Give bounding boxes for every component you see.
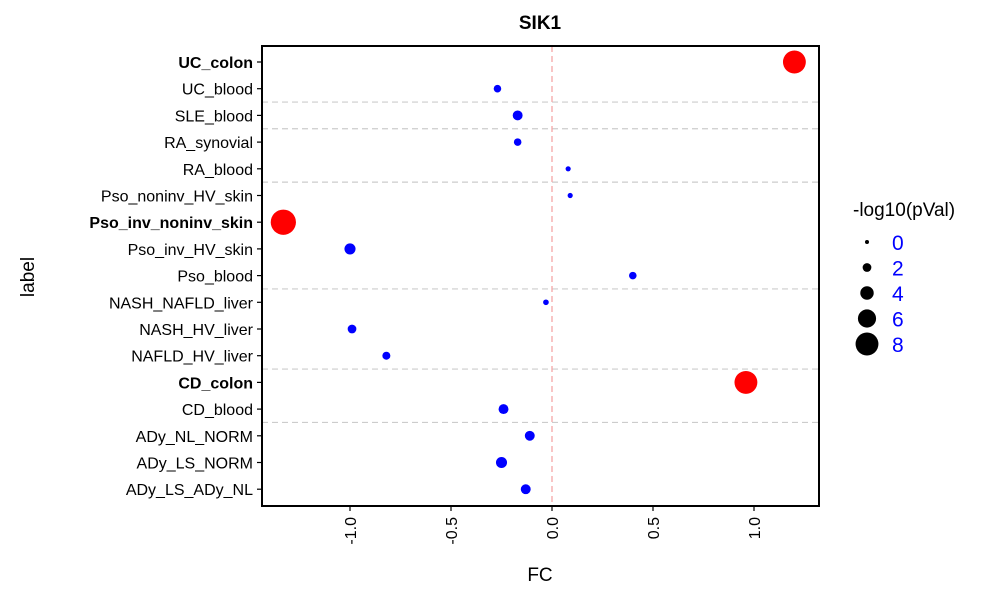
legend-title: -log10(pVal) bbox=[853, 200, 955, 221]
data-point bbox=[513, 138, 522, 146]
y-tick-label: RA_blood bbox=[183, 162, 253, 179]
legend-entry-label: 8 bbox=[892, 334, 904, 357]
y-axis-label: label bbox=[18, 257, 39, 297]
y-tick-label: RA_synovial bbox=[164, 135, 253, 152]
legend-key-dot bbox=[855, 332, 879, 356]
y-tick-label: NAFLD_HV_liver bbox=[131, 349, 253, 366]
legend-key-dot bbox=[860, 286, 874, 300]
x-tick-label: 0.0 bbox=[545, 517, 562, 539]
y-tick-label: Pso_inv_HV_skin bbox=[128, 242, 253, 259]
x-tick-label: -0.5 bbox=[444, 517, 461, 545]
y-tick-label: UC_colon bbox=[178, 55, 253, 72]
data-point bbox=[567, 192, 573, 199]
data-point bbox=[734, 370, 758, 394]
y-tick-label: ADy_LS_NORM bbox=[137, 456, 253, 473]
data-point bbox=[565, 166, 571, 172]
plot-area bbox=[262, 46, 819, 506]
y-tick-label: SLE_blood bbox=[175, 108, 253, 125]
data-point bbox=[512, 110, 523, 121]
y-tick-label: CD_colon bbox=[178, 375, 253, 392]
data-point bbox=[382, 351, 391, 360]
x-tick-label: -1.0 bbox=[343, 517, 360, 545]
legend-entry-label: 4 bbox=[892, 283, 904, 306]
plot-frame bbox=[261, 45, 820, 507]
legend-key-dot bbox=[862, 263, 872, 272]
y-tick-label: NASH_HV_liver bbox=[139, 322, 253, 339]
x-tick-label: 0.5 bbox=[646, 517, 663, 539]
x-axis-label: FC bbox=[527, 565, 552, 586]
data-point bbox=[543, 299, 549, 306]
y-tick-label: Pso_noninv_HV_skin bbox=[101, 189, 253, 206]
y-tick-label: NASH_NAFLD_liver bbox=[109, 295, 254, 312]
y-tick-label: ADy_NL_NORM bbox=[136, 429, 253, 446]
data-point bbox=[629, 271, 637, 280]
data-point bbox=[524, 430, 535, 441]
data-point bbox=[347, 324, 357, 334]
data-point bbox=[270, 209, 296, 235]
y-tick-label: CD_blood bbox=[182, 402, 253, 419]
y-tick-label: Pso_blood bbox=[177, 269, 253, 286]
legend-entry-label: 6 bbox=[892, 309, 904, 332]
data-point bbox=[520, 484, 531, 495]
data-point bbox=[344, 243, 356, 255]
y-tick-label: UC_blood bbox=[182, 82, 253, 99]
data-point bbox=[493, 84, 502, 93]
chart-title: SIK1 bbox=[519, 13, 562, 34]
data-point bbox=[495, 456, 508, 469]
legend-key-dot bbox=[857, 309, 877, 328]
legend-entry-label: 2 bbox=[892, 258, 904, 281]
legend-entry-label: 0 bbox=[892, 232, 904, 255]
y-tick-label: Pso_inv_noninv_skin bbox=[89, 215, 253, 232]
data-point bbox=[498, 404, 509, 415]
legend-key-dot bbox=[865, 240, 869, 244]
x-tick-label: 1.0 bbox=[747, 517, 764, 539]
data-point bbox=[782, 50, 806, 74]
legend: -log10(pVal) 0 24 68 bbox=[853, 200, 955, 357]
y-tick-label: ADy_LS_ADy_NL bbox=[126, 482, 253, 499]
